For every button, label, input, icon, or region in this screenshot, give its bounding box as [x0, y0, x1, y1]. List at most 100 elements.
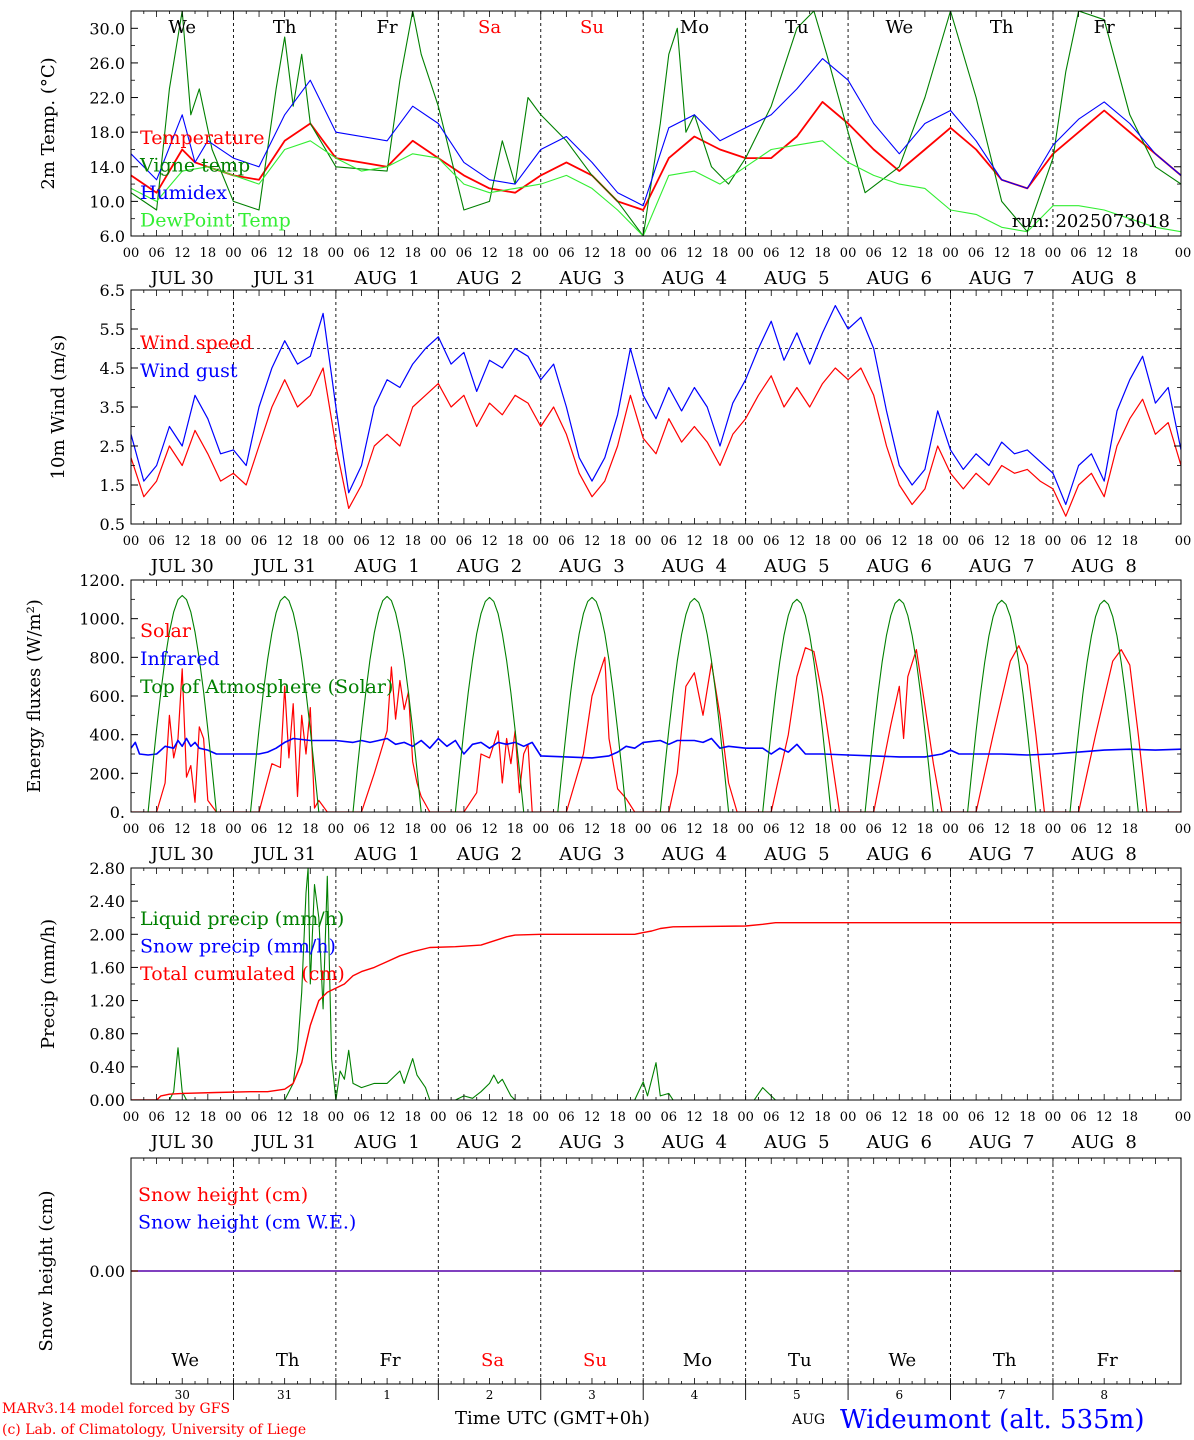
hour-tick-label: 18: [404, 246, 421, 261]
date-label: AUG 1: [353, 1132, 419, 1153]
hour-tick-label: 06: [763, 822, 780, 837]
y-tick-label: 1.20: [89, 992, 125, 1011]
energy-series-solar: [131, 645, 1181, 812]
hour-tick-label: 00: [532, 534, 549, 549]
footer-copyright: (c) Lab. of Climatology, University of L…: [2, 1422, 306, 1438]
y-tick-label: 200.: [89, 764, 125, 783]
day-number-label: 1: [383, 1388, 391, 1402]
date-label: AUG 6: [866, 1132, 932, 1153]
y-tick-label: 0.40: [89, 1058, 125, 1077]
hour-tick-label: 00: [942, 1110, 959, 1125]
temp-series-temperature: [131, 101, 1181, 211]
hour-tick-label: 00: [532, 822, 549, 837]
weekday-label: Fr: [377, 17, 398, 38]
date-label: AUG 6: [866, 268, 932, 289]
date-label: AUG 8: [1070, 556, 1136, 577]
weekday-label: We: [885, 17, 913, 38]
date-label: AUG 5: [763, 556, 829, 577]
hour-tick-label: 00: [1045, 1110, 1062, 1125]
hour-tick-label: 18: [917, 534, 934, 549]
hour-tick-label: 00: [635, 534, 652, 549]
hour-tick-label: 06: [558, 246, 575, 261]
y-tick-label: 5.5: [100, 320, 125, 339]
hour-tick-label: 18: [814, 822, 831, 837]
hour-tick-label: 18: [609, 246, 626, 261]
weekday-label: Th: [993, 1350, 1017, 1371]
date-label: JUL 30: [149, 268, 214, 289]
hour-tick-label: 00: [1045, 822, 1062, 837]
hour-tick-label: 00: [328, 1110, 345, 1125]
temp-y-axis-label: 2m Temp. (°C): [38, 57, 59, 189]
hour-tick-label: 12: [789, 822, 806, 837]
y-tick-label: 10.0: [89, 192, 125, 211]
date-label: AUG 2: [456, 844, 522, 865]
hour-tick-label: 06: [968, 1110, 985, 1125]
chart-panels: 6.0 10.0 14.0 18.0 22.0 26.0 30.0 2m Temp. (°C)…: [24, 10, 1192, 1402]
date-label: AUG 3: [558, 556, 624, 577]
legend-entry: Solar: [140, 620, 192, 642]
hour-tick-label: 18: [302, 246, 319, 261]
weekday-label: Fr: [1097, 1350, 1118, 1371]
hour-tick-label: 18: [1122, 534, 1139, 549]
date-label: JUL 30: [149, 1132, 214, 1153]
hour-tick-label: 12: [993, 534, 1010, 549]
hour-tick-label: 06: [251, 534, 268, 549]
hour-tick-label: 06: [251, 246, 268, 261]
day-number-label: 6: [895, 1388, 903, 1402]
date-label: AUG 4: [661, 556, 727, 577]
hour-tick-label: 18: [1019, 534, 1036, 549]
hour-tick-label: 00: [225, 246, 242, 261]
day-number-label: 30: [175, 1388, 190, 1402]
hour-tick-label: 06: [865, 1110, 882, 1125]
legend-entry: Humidex: [140, 182, 227, 204]
hour-tick-label: 00: [942, 534, 959, 549]
hour-tick-label: 00: [430, 246, 447, 261]
legend-entry: Snow height (cm W.E.): [138, 1212, 356, 1234]
hour-tick-label: 12: [481, 822, 498, 837]
date-label: AUG 4: [661, 268, 727, 289]
weekday-label: We: [168, 17, 196, 38]
y-tick-label: 1.60: [89, 958, 125, 977]
footer: MARv3.14 model forced by GFS (c) Lab. of…: [2, 1401, 1144, 1438]
hour-tick-label: 06: [558, 1110, 575, 1125]
hour-tick-label: 00: [532, 246, 549, 261]
hour-tick-label: 12: [993, 822, 1010, 837]
hour-tick-label: 12: [584, 822, 601, 837]
hour-tick-label: 18: [200, 1110, 217, 1125]
hour-tick-label: 12: [174, 822, 191, 837]
hour-tick-label: 00: [737, 534, 754, 549]
hour-tick-label: 06: [251, 1110, 268, 1125]
day-number-label: 31: [277, 1388, 292, 1402]
hour-tick-label: 00: [1175, 822, 1192, 837]
date-label: AUG 1: [353, 844, 419, 865]
legend-entry: Liquid precip (mm/h): [140, 908, 344, 930]
energy-series-top-of-atmosphere-solar: [131, 594, 1156, 812]
hour-tick-label: 18: [507, 1110, 524, 1125]
hour-tick-label: 00: [1045, 246, 1062, 261]
temp-series-humidex: [131, 58, 1181, 207]
y-tick-label: 0.00: [89, 1091, 125, 1110]
date-label: AUG 1: [353, 268, 419, 289]
weekday-label: Mo: [680, 17, 709, 38]
hour-tick-label: 06: [1070, 822, 1087, 837]
run-label: run: 2025073018: [1012, 211, 1170, 232]
hour-tick-label: 06: [661, 246, 678, 261]
weekday-label: Fr: [1094, 17, 1115, 38]
date-label: AUG 6: [866, 844, 932, 865]
legend-entry: Vigne temp: [139, 155, 250, 177]
hour-tick-label: 06: [1070, 534, 1087, 549]
hour-tick-label: 18: [917, 822, 934, 837]
hour-tick-label: 00: [123, 246, 140, 261]
hour-tick-label: 06: [865, 534, 882, 549]
footer-month-label: AUG: [791, 1412, 825, 1428]
y-tick-label: 1000.: [79, 610, 125, 629]
hour-tick-label: 18: [404, 822, 421, 837]
hour-tick-label: 12: [686, 534, 703, 549]
hour-tick-label: 12: [584, 1110, 601, 1125]
date-label: AUG 7: [968, 268, 1034, 289]
wind-series-wind-speed: [131, 367, 1181, 517]
hour-tick-label: 12: [276, 246, 293, 261]
hour-tick-label: 00: [430, 822, 447, 837]
weekday-label: Mo: [683, 1350, 712, 1371]
